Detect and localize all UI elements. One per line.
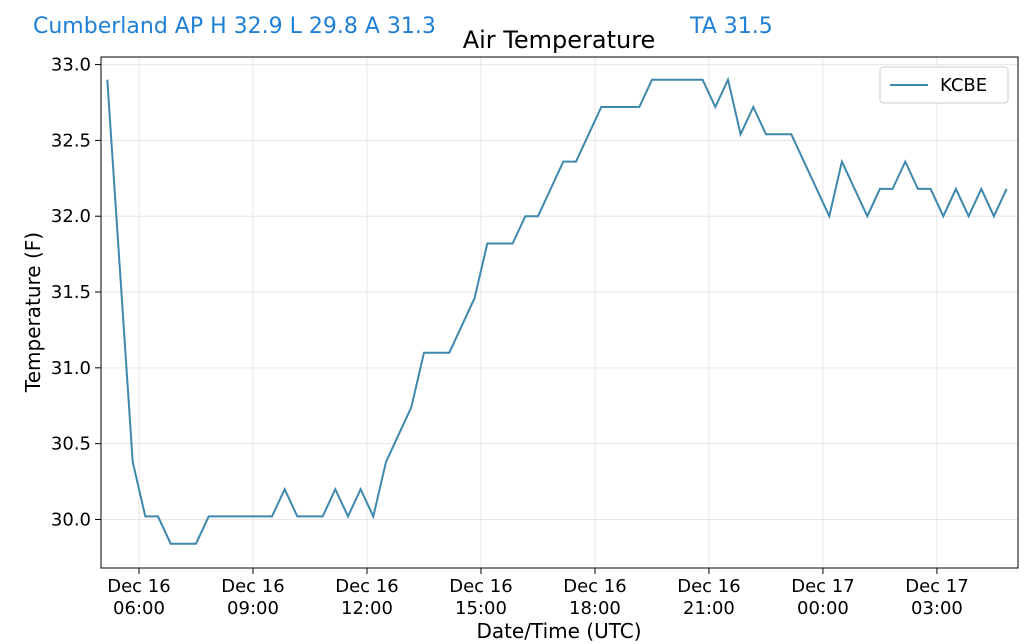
chart-title: Air Temperature [463,26,656,54]
x-tick-label: Dec 16 15:00 [449,576,512,619]
x-tick-label: Dec 16 12:00 [335,576,398,619]
y-tick-label: 30.5 [51,434,91,455]
x-tick-label: Dec 16 06:00 [107,576,170,619]
x-tick-label: Dec 16 21:00 [677,576,740,619]
x-tick-label: Dec 17 00:00 [791,576,854,619]
y-tick-label: 31.0 [51,358,91,379]
y-tick-label: 33.0 [51,55,91,76]
legend-label: KCBE [940,75,987,96]
data-line [106,76,1008,545]
y-tick-label: 30.0 [51,509,91,530]
y-tick-label: 32.0 [51,206,91,227]
legend-box [879,66,1009,104]
x-axis-label: Date/Time (UTC) [476,619,641,643]
y-axis-label: Temperature (F) [21,232,45,393]
plot-frame [100,56,1019,569]
x-tick-label: Dec 17 03:00 [905,576,968,619]
y-tick-label: 31.5 [51,282,91,303]
x-tick-label: Dec 16 09:00 [221,576,284,619]
y-tick-label: 32.5 [51,130,91,151]
station-summary: Cumberland AP H 32.9 L 29.8 A 31.3 [33,14,436,39]
x-tick-label: Dec 16 18:00 [563,576,626,619]
station-extra: TA 31.5 [689,14,773,39]
